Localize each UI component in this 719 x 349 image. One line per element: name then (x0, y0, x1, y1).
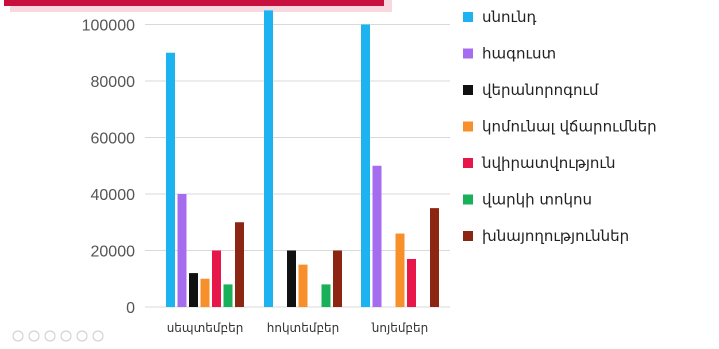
grid-icon[interactable] (60, 330, 72, 342)
legend: սնունդ հագուստ վերանորոգում կոմունալ վճարու… (463, 8, 657, 245)
x-axis-categories: սեպտեմբեր հոկտեմբեր նոյեմբեր (167, 321, 429, 335)
x-category-label: հոկտեմբեր (267, 321, 340, 335)
bars (166, 10, 439, 307)
legend-swatch (463, 158, 473, 168)
legend-label: կոմունալ վճարումներ (482, 118, 657, 136)
y-tick-label: 80000 (91, 74, 136, 91)
y-tick-label: 40000 (91, 187, 136, 204)
more-icon[interactable] (92, 330, 104, 342)
legend-swatch (463, 48, 473, 59)
x-category-label: սեպտեմբեր (167, 321, 244, 335)
bar (407, 258, 416, 307)
y-tick-label: 0 (126, 300, 135, 317)
bar (200, 278, 210, 307)
legend-label: հագուստ (482, 45, 556, 63)
bar (177, 194, 187, 307)
bar (223, 284, 233, 307)
legend-swatch (463, 121, 473, 132)
y-axis-ticks: 0 20000 40000 60000 80000 100000 (82, 18, 135, 318)
bar (166, 52, 175, 307)
bar (333, 250, 342, 307)
bar (395, 233, 405, 307)
bar (235, 222, 244, 307)
y-tick-label: 20000 (91, 244, 136, 261)
bar (298, 264, 308, 307)
zoom-icon[interactable] (76, 330, 88, 342)
legend-swatch (463, 194, 473, 205)
header-banner (4, 0, 384, 6)
y-tick-label: 100000 (82, 18, 135, 35)
bar (321, 284, 331, 307)
legend-label: սնունդ (482, 8, 537, 26)
legend-label: վերանորոգում (482, 81, 599, 99)
legend-label: նվիրատվություն (481, 154, 615, 172)
bar (287, 250, 296, 307)
legend-swatch (463, 12, 473, 22)
pen-icon[interactable] (44, 330, 56, 342)
slide-controls[interactable] (12, 330, 104, 342)
y-tick-label: 60000 (91, 131, 136, 148)
legend-label: վարկի տոկոս (482, 191, 592, 209)
bar (189, 273, 198, 307)
bar (430, 208, 439, 307)
x-category-label: նոյեմբեր (371, 321, 429, 335)
legend-label: խնայողություններ (482, 227, 629, 245)
play-icon[interactable] (28, 330, 40, 342)
legend-swatch (463, 85, 473, 95)
bar (212, 250, 221, 307)
bar (372, 165, 382, 307)
bar (361, 24, 370, 307)
prev-icon[interactable] (12, 330, 24, 342)
legend-swatch (463, 231, 473, 241)
bar (264, 10, 273, 307)
